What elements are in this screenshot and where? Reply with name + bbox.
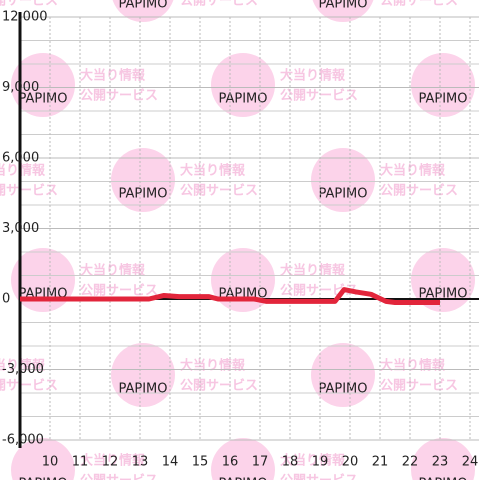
x-tick-label: 19 xyxy=(312,455,329,470)
watermark-text: 公開サービス xyxy=(280,473,358,480)
watermark-logo: PAPIMO xyxy=(318,187,367,202)
watermark-logo: PAPIMO xyxy=(318,382,367,397)
watermark-circle xyxy=(211,53,275,117)
watermark-circle xyxy=(11,248,75,312)
y-tick-label: -3,000 xyxy=(2,362,44,377)
watermark-logo: PAPIMO xyxy=(18,477,67,480)
watermark-text: 公開サービス xyxy=(0,378,58,394)
watermark-circle xyxy=(311,343,375,407)
x-tick-label: 22 xyxy=(402,455,419,470)
watermark-circle xyxy=(111,148,175,212)
x-tick-label: 16 xyxy=(222,455,239,470)
watermark-text: 公開サービス xyxy=(380,378,458,394)
watermark-logo: PAPIMO xyxy=(318,0,367,12)
watermark-text: 公開サービス xyxy=(0,0,58,9)
x-tick-label: 14 xyxy=(162,455,179,470)
watermark-text: 大当り情報 xyxy=(80,453,146,469)
x-tick-label: 11 xyxy=(72,455,89,470)
watermark-text: 大当り情報 xyxy=(380,163,446,179)
watermark-circle xyxy=(411,53,475,117)
watermark-text: 大当り情報 xyxy=(80,263,146,279)
x-tick-label: 21 xyxy=(372,455,389,470)
watermark-circle xyxy=(111,343,175,407)
watermark-circle xyxy=(411,248,475,312)
watermark-text: 大当り情報 xyxy=(0,163,46,179)
watermark-text: 大当り情報 xyxy=(180,358,246,374)
watermark-circle xyxy=(211,248,275,312)
watermark-text: 公開サービス xyxy=(80,283,158,299)
x-tick-label: 12 xyxy=(102,455,119,470)
watermark-text: 大当り情報 xyxy=(280,263,346,279)
watermark-circle xyxy=(112,0,174,22)
watermark-text: 公開サービス xyxy=(180,378,258,394)
watermark-logo: PAPIMO xyxy=(118,187,167,202)
x-tick-label: 13 xyxy=(132,455,149,470)
x-tick-label: 15 xyxy=(192,455,209,470)
y-tick-label: 0 xyxy=(2,292,10,307)
watermark-circle xyxy=(411,438,475,480)
watermark-logo: PAPIMO xyxy=(118,0,167,12)
watermark-logo: PAPIMO xyxy=(118,382,167,397)
watermark-text: 大当り情報 xyxy=(280,68,346,84)
watermark-logo: PAPIMO xyxy=(418,92,467,107)
watermark-circle xyxy=(312,0,374,22)
watermark-circle xyxy=(311,148,375,212)
x-tick-label: 18 xyxy=(282,455,299,470)
watermark-text: 公開サービス xyxy=(380,0,458,9)
watermark-circle xyxy=(11,53,75,117)
watermark-text: 公開サービス xyxy=(80,88,158,104)
watermark-text: 公開サービス xyxy=(280,88,358,104)
y-tick-label: -6,000 xyxy=(2,433,44,448)
watermark-text: 公開サービス xyxy=(180,183,258,199)
x-tick-label: 24 xyxy=(462,455,479,470)
watermark-text: 大当り情報 xyxy=(380,358,446,374)
watermark-circle xyxy=(211,438,275,480)
watermark-text: 公開サービス xyxy=(80,473,158,480)
watermark-text: 大当り情報 xyxy=(80,68,146,84)
x-tick-label: 10 xyxy=(42,455,59,470)
watermark-text: 公開サービス xyxy=(0,183,58,199)
watermark-text: 大当り情報 xyxy=(180,163,246,179)
y-tick-label: 12,000 xyxy=(2,10,48,25)
y-tick-label: 9,000 xyxy=(2,80,39,95)
watermark-logo: PAPIMO xyxy=(418,477,467,480)
watermark-logo: PAPIMO xyxy=(218,477,267,480)
watermark-text: 公開サービス xyxy=(180,0,258,9)
watermark-logo: PAPIMO xyxy=(418,287,467,302)
watermark-circle xyxy=(11,438,75,480)
x-tick-label: 23 xyxy=(432,455,449,470)
watermark-text: 公開サービス xyxy=(380,183,458,199)
y-tick-label: 3,000 xyxy=(2,221,39,236)
x-tick-label: 20 xyxy=(342,455,359,470)
x-tick-label: 17 xyxy=(252,455,269,470)
y-tick-label: 6,000 xyxy=(2,151,39,166)
watermark-logo: PAPIMO xyxy=(218,92,267,107)
series-line xyxy=(20,287,440,306)
watermark-logo: PAPIMO xyxy=(18,92,67,107)
watermark-text: 大当り情報 xyxy=(280,453,346,469)
